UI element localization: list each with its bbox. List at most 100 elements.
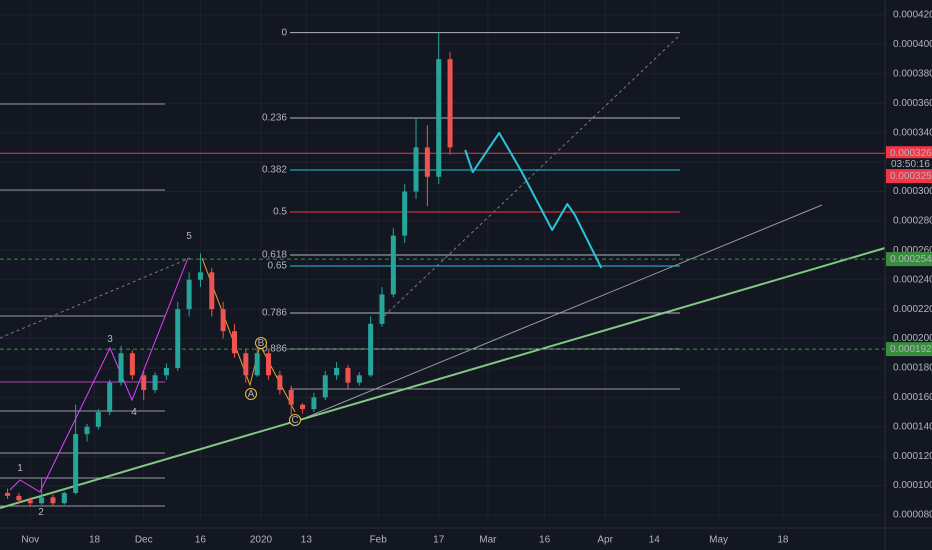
candle-body	[50, 497, 56, 504]
wave-label: B	[258, 338, 265, 349]
wave-label: 2	[38, 507, 44, 518]
candle-body	[288, 390, 294, 405]
candle-body	[231, 331, 237, 354]
x-tick-label: 13	[301, 535, 313, 546]
x-tick-label: Mar	[479, 535, 497, 546]
candle-body	[322, 375, 328, 398]
candle-body	[95, 412, 101, 427]
price-tag-label: 0.0003254	[890, 171, 932, 182]
candle-body	[129, 353, 135, 376]
candle-body	[345, 367, 351, 383]
price-tag	[886, 252, 932, 267]
fib-label: 0	[281, 27, 287, 38]
fib-label: 0.5	[273, 207, 287, 218]
countdown-box	[886, 158, 932, 171]
x-tick-label: Dec	[135, 535, 153, 546]
wave-circle	[255, 337, 267, 349]
candle-body	[186, 279, 192, 310]
trend-line	[0, 257, 191, 339]
fib-label: 0.65	[268, 261, 288, 272]
price-tag	[886, 342, 932, 357]
candle-body	[436, 59, 442, 177]
x-tick-label: 16	[195, 535, 207, 546]
x-tick-label: 14	[649, 535, 661, 546]
candle-body	[27, 500, 33, 504]
candle-body	[220, 309, 226, 332]
x-tick-label: Apr	[597, 535, 613, 546]
candle-body	[73, 434, 79, 493]
candle-body	[266, 353, 272, 376]
wave-circle	[289, 414, 301, 426]
wave-label: 5	[186, 231, 192, 242]
price-tag	[886, 169, 932, 184]
price-tag	[886, 146, 932, 161]
price-tag-label: 0.0001928	[890, 344, 932, 355]
candle-body	[61, 492, 67, 504]
candle-body	[118, 353, 124, 383]
candle-body	[5, 492, 11, 496]
candle-body	[368, 323, 374, 376]
x-tick-label: 2020	[250, 535, 273, 546]
candle-body	[311, 397, 317, 410]
wave-label: 1	[17, 463, 23, 474]
x-tick-label: 17	[433, 535, 445, 546]
x-tick-label: 18	[777, 535, 789, 546]
trend-line	[379, 34, 681, 321]
x-tick-label: Nov	[21, 535, 39, 546]
candle-body	[209, 272, 215, 310]
candle-body	[197, 272, 203, 280]
candle-body	[107, 382, 113, 413]
x-tick-label: May	[709, 535, 728, 546]
trend-line	[0, 247, 886, 509]
wave-circle	[245, 388, 257, 400]
y-tick-label: 0.0000800	[893, 510, 932, 521]
candle-body	[390, 235, 396, 295]
fib-label: 0.382	[262, 165, 287, 176]
wave-label: 3	[107, 334, 113, 345]
wave-label: A	[248, 389, 255, 400]
candle-body	[379, 294, 385, 324]
wave-label: 4	[131, 407, 137, 418]
candle-body	[356, 375, 362, 383]
x-tick-label: Feb	[370, 535, 388, 546]
candle-body	[424, 147, 430, 177]
candle-body	[84, 426, 90, 435]
candle-body	[163, 367, 169, 376]
candle-body	[334, 367, 340, 376]
candle-body	[175, 309, 181, 368]
projection	[464, 131, 603, 269]
x-tick-label: 18	[89, 535, 101, 546]
candle-body	[300, 404, 306, 410]
fib-label: 0.236	[262, 113, 287, 124]
candle-body	[141, 375, 147, 390]
x-tick-label: 16	[539, 535, 551, 546]
candle-body	[277, 375, 283, 390]
countdown: 03:50:16	[891, 159, 930, 170]
fib-label: 0.786	[262, 308, 287, 319]
candle-body	[254, 353, 260, 376]
candle-body	[39, 497, 45, 504]
wave-label: C	[291, 415, 298, 426]
candle-body	[152, 375, 158, 390]
candle-body	[402, 191, 408, 236]
